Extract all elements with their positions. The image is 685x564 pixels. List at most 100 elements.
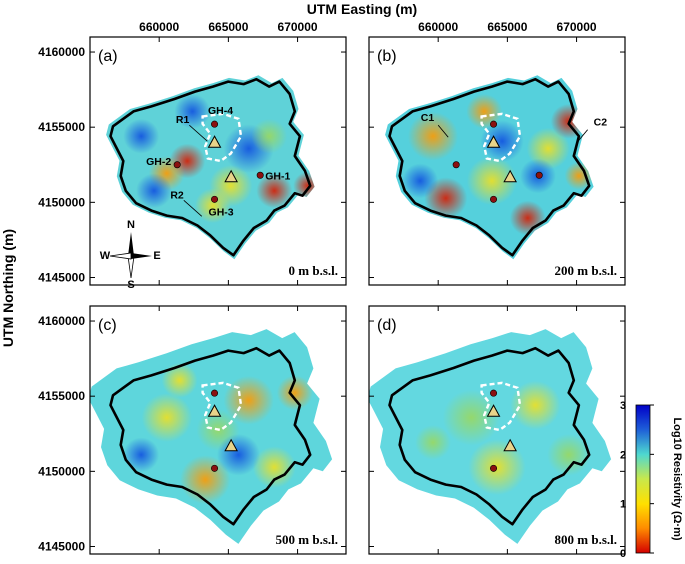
caldera-rim [480, 381, 522, 432]
y-tick-label: 4155000 [38, 389, 85, 403]
depth-label: 500 m b.s.l. [276, 532, 338, 547]
compass-north-arrow [128, 232, 134, 256]
y-tick-label: 4145000 [38, 270, 85, 284]
geothermal-well [211, 464, 219, 472]
map-panel: (d) 800 m b.s.l. [368, 305, 626, 555]
map-panel: 4145000 4150000 4155000 4160000 (c) 500 m b.s… [38, 305, 347, 555]
resistivity-anomaly [161, 363, 198, 398]
x-tick-label: 670000 [557, 20, 597, 34]
vent-triangle [503, 438, 517, 452]
compass-n-label: N [127, 219, 135, 231]
panel-label: (c) [98, 317, 117, 334]
colorbar-tick-label: 3 [620, 400, 626, 412]
panel-frame [368, 36, 626, 286]
resistivity-anomaly [194, 188, 231, 223]
resistivity-anomaly [466, 94, 503, 129]
conductor-label: C2 [594, 117, 608, 129]
vent-triangle [207, 135, 222, 148]
geothermal-well [490, 464, 498, 472]
conductor-leader [577, 129, 588, 142]
map-panel: 660000 665000 670000 4145000 4150000 4155000 4… [38, 20, 347, 286]
x-tick-label: 670000 [278, 20, 318, 34]
colorbar-tick-label: 2 [620, 449, 626, 461]
resistivity-anomaly [480, 120, 524, 162]
depth-label: 800 m b.s.l. [555, 532, 617, 547]
vent-triangle [486, 135, 501, 148]
geothermal-well [211, 195, 219, 203]
colorbar-tick-label: 0 [620, 548, 626, 560]
resistivity-anomaly [141, 393, 192, 442]
geothermal-well [490, 120, 498, 128]
vent-triangle [503, 169, 517, 183]
y-tick-label: 4150000 [38, 464, 85, 478]
compass-s-label: S [127, 279, 134, 291]
y-tick-label: 4155000 [38, 120, 85, 134]
resistivity-anomaly [402, 163, 439, 199]
panel-frame [89, 36, 347, 286]
geothermal-well [490, 195, 498, 203]
vent-triangle [224, 438, 238, 452]
panel-label: (a) [98, 48, 118, 65]
y-tick-label: 4160000 [38, 45, 85, 59]
compass-east-arrow [131, 253, 152, 259]
colorbar: 0 1 2 3 Log10 Resistivity (Ω·m) [620, 400, 683, 560]
resistivity-anomaly [256, 173, 293, 209]
panel-label: (b) [377, 48, 397, 65]
colorbar-title: Log10 Resistivity (Ω·m) [671, 417, 683, 540]
y-tick-label: 4145000 [38, 539, 85, 553]
caldera-rim [201, 112, 243, 163]
resistor-label: R2 [170, 189, 184, 201]
resistivity-anomaly [564, 161, 594, 190]
geothermal-well [211, 389, 219, 397]
compass-e-label: E [153, 250, 160, 262]
depth-label: 0 m b.s.l. [289, 263, 338, 278]
panel-frame [89, 305, 347, 555]
coastline [388, 77, 591, 257]
vent-triangle [207, 404, 222, 417]
resistivity-anomaly [136, 173, 172, 209]
x-tick-label: 660000 [418, 20, 458, 34]
resistivity-anomaly [216, 433, 260, 476]
geothermal-well [452, 161, 460, 169]
well-label: GH-2 [146, 156, 171, 168]
resistivity-anomaly [407, 111, 459, 161]
panel-label: (d) [377, 317, 397, 334]
coastline [109, 77, 312, 257]
panel-frame [368, 305, 626, 555]
resistivity-anomaly [466, 156, 517, 206]
resistivity-anomaly [252, 446, 296, 489]
resistivity-anomaly [293, 171, 315, 200]
colorbar-ramp [635, 404, 651, 554]
y-tick-label: 4150000 [38, 195, 85, 209]
compass-rose: N S E W [100, 219, 161, 291]
well-label: GH-3 [209, 206, 234, 218]
resistor-leader [189, 124, 208, 142]
geothermal-well [535, 171, 543, 179]
resistivity-anomaly [468, 439, 526, 495]
resistivity-anomaly [123, 437, 160, 473]
resistivity-anomaly [276, 375, 313, 411]
resistivity-anomaly [251, 118, 288, 154]
compass-west-arrow [109, 252, 132, 260]
conductor-label: C1 [421, 112, 435, 124]
vent-triangle [224, 169, 238, 183]
resistor-leader [183, 200, 203, 217]
map-panel: 660000 665000 670000 (b) 200 m b.s.l. C1 C2 [368, 20, 626, 286]
x-tick-label: 665000 [487, 20, 527, 34]
y-tick-label: 4160000 [38, 314, 85, 328]
well-label: GH-4 [208, 105, 233, 117]
y-axis-title: UTM Northing (m) [0, 229, 16, 347]
geothermal-well [173, 161, 181, 169]
coastline [388, 346, 591, 526]
well-label: GH-1 [265, 170, 290, 182]
compass-w-label: W [100, 250, 111, 262]
caldera-rim [201, 381, 243, 432]
resistivity-anomaly [123, 118, 160, 154]
resistor-label: R1 [176, 114, 190, 126]
x-tick-label: 660000 [139, 20, 179, 34]
colorbar-tick-label: 1 [620, 499, 626, 511]
depth-label: 200 m b.s.l. [555, 263, 617, 278]
caldera-rim [480, 112, 522, 163]
x-tick-label: 665000 [208, 20, 248, 34]
